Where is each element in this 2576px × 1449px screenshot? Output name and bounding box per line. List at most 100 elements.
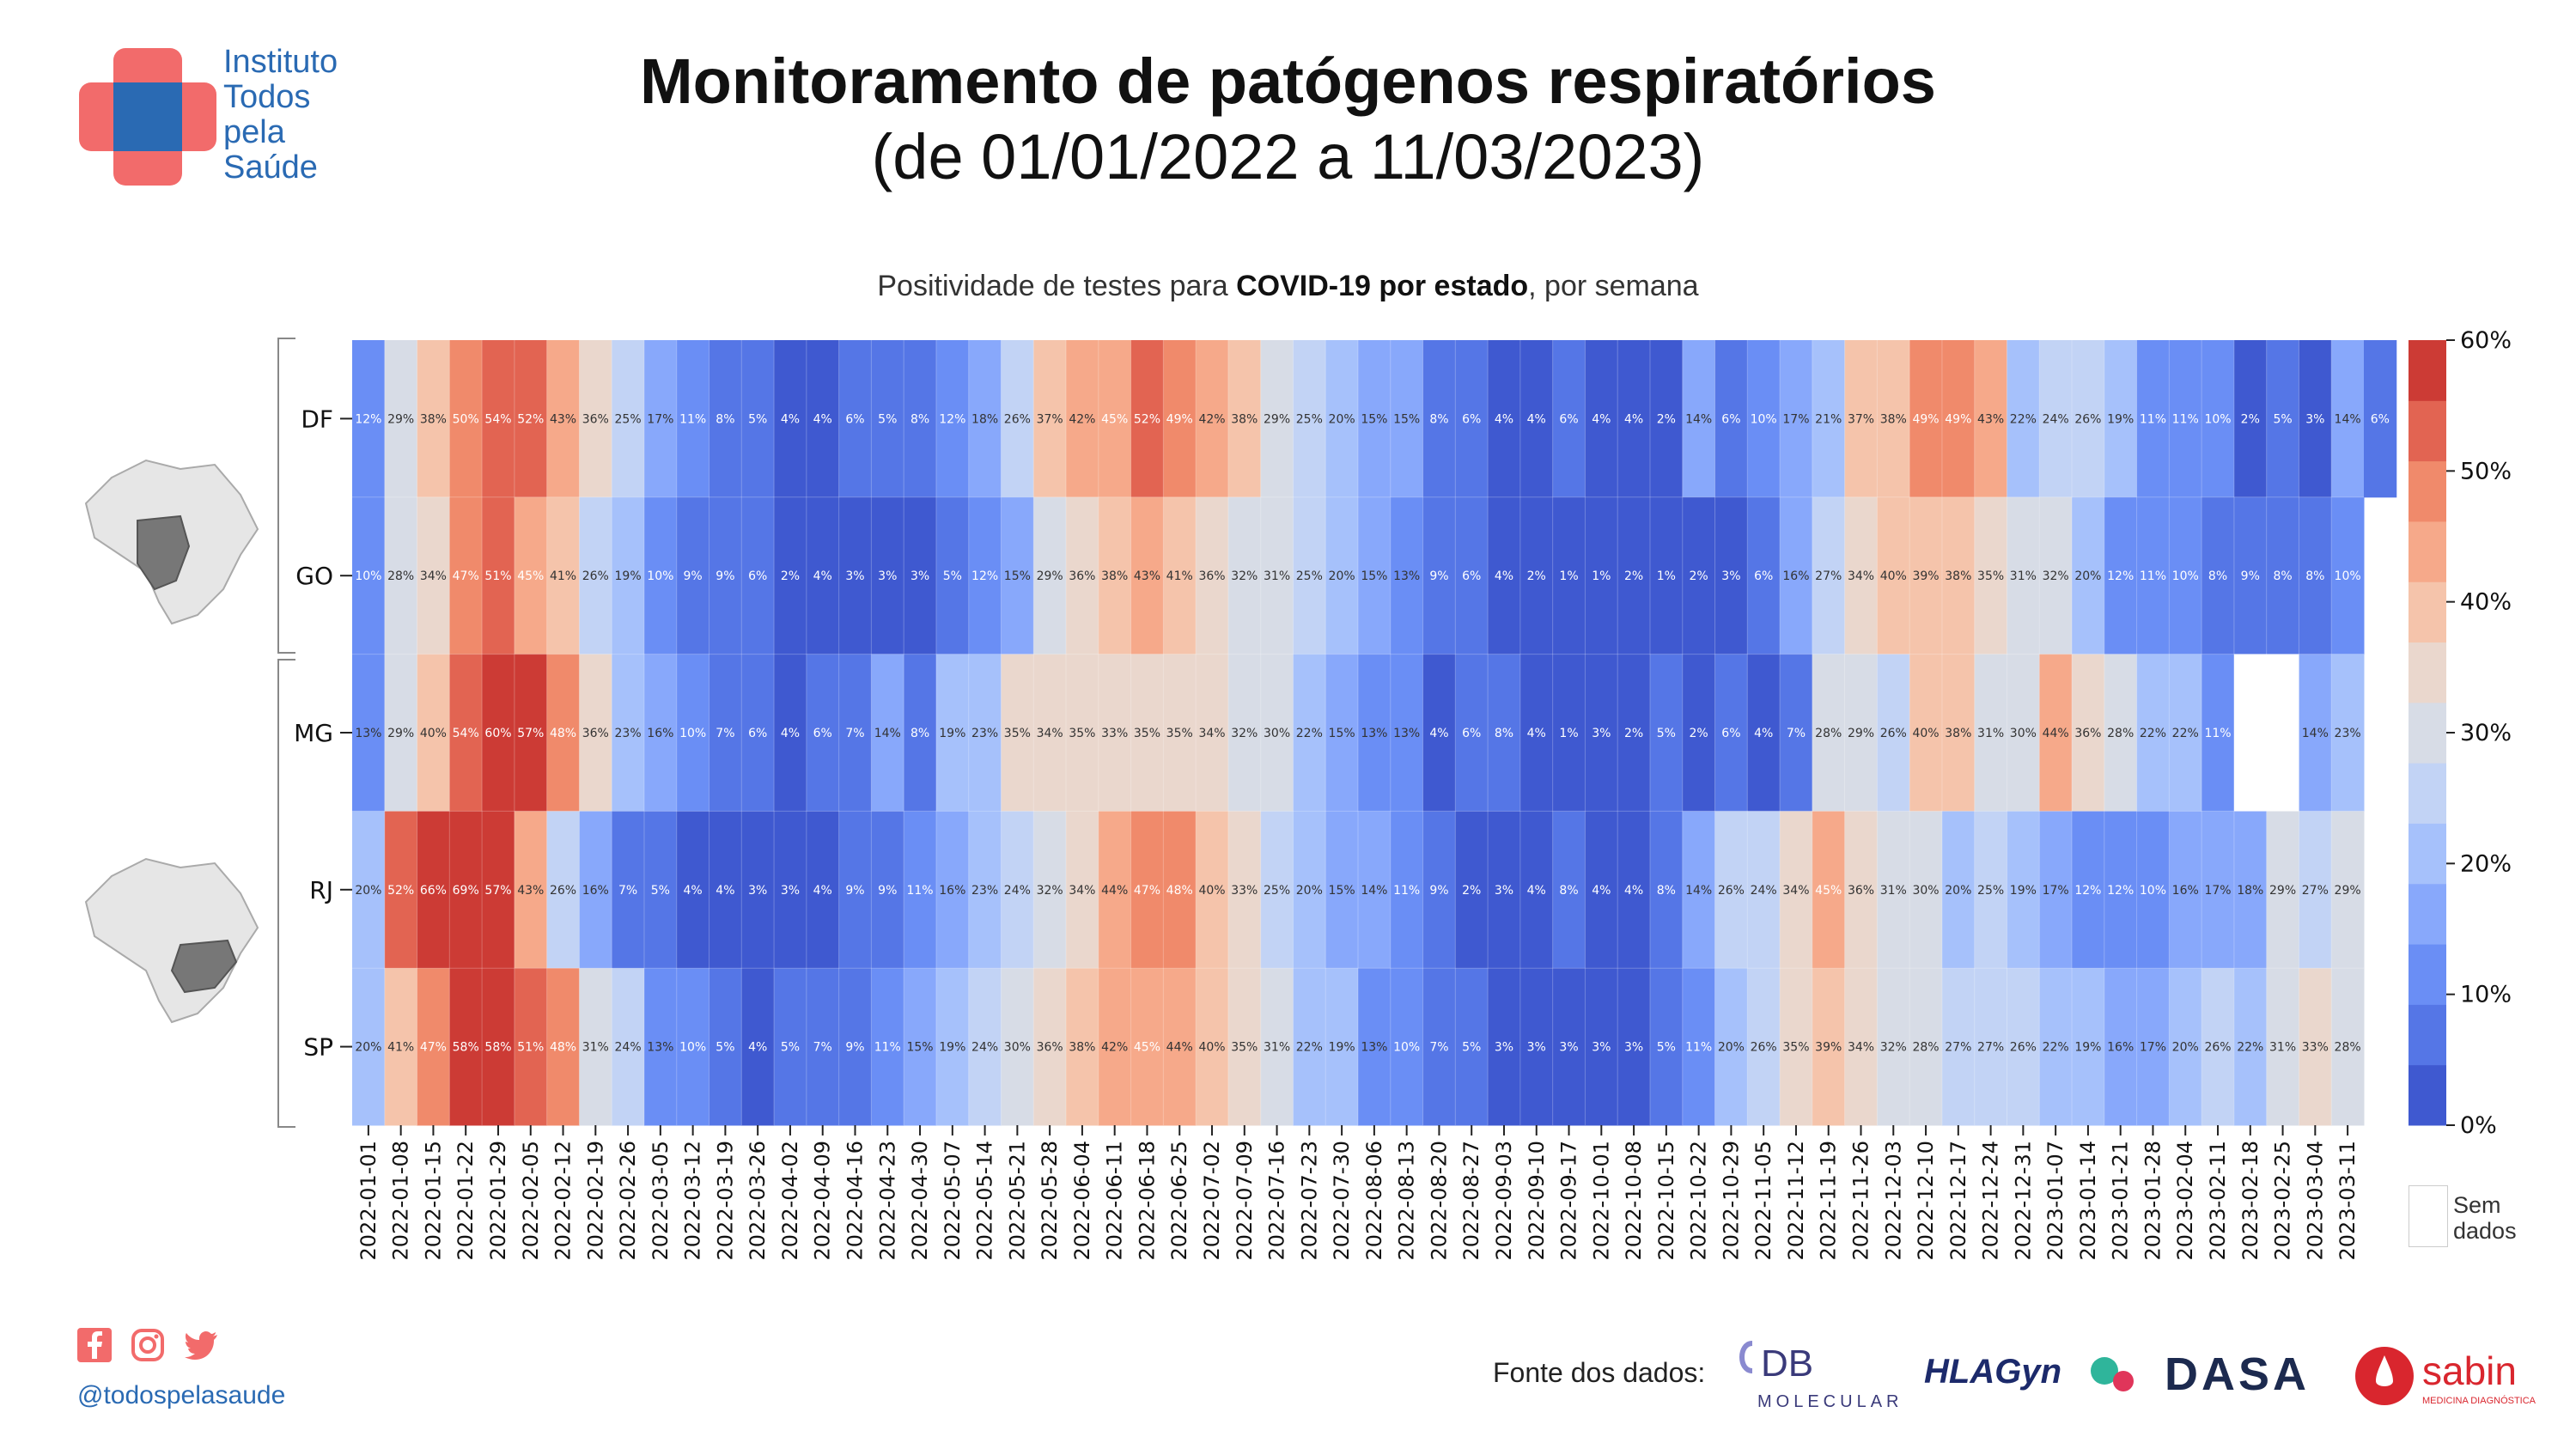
- heatmap-cell-label: 9%: [878, 884, 897, 898]
- heatmap-cell: [1585, 340, 1618, 498]
- heatmap-cell: [1260, 340, 1294, 498]
- heatmap-cell-label: 6%: [748, 569, 767, 583]
- heatmap-cell: [1196, 654, 1229, 812]
- twitter-icon[interactable]: [184, 1328, 219, 1362]
- heatmap-cell-label: 57%: [517, 727, 544, 740]
- heatmap-cell-label: 11%: [2204, 727, 2231, 740]
- heatmap-cell-label: 52%: [387, 884, 414, 898]
- heatmap-cell-label: 42%: [1069, 412, 1095, 426]
- heatmap-cell: [612, 968, 645, 1126]
- heatmap-cell-label: 5%: [651, 884, 670, 898]
- heatmap-cell: [1488, 340, 1521, 498]
- heatmap-cell: [1585, 968, 1618, 1126]
- x-axis-label: 2022-07-02: [1200, 1141, 1224, 1260]
- heatmap-cell-label: 6%: [1462, 569, 1481, 583]
- heatmap-cell-label: 16%: [939, 884, 965, 898]
- heatmap-cell: [935, 968, 970, 1126]
- heatmap-cell-label: 3%: [1559, 1041, 1578, 1055]
- heatmap-cell-label: 12%: [2107, 569, 2134, 583]
- heatmap-cell-label: 43%: [1134, 569, 1160, 583]
- bracket-group-1: [277, 338, 295, 654]
- heatmap-cell-label: 20%: [1296, 884, 1323, 898]
- heatmap-cell-label: 41%: [1166, 569, 1193, 583]
- colorbar-label: 50%: [2460, 458, 2512, 484]
- heatmap-cell: [2104, 968, 2138, 1126]
- social-handle[interactable]: @todospelasaude: [77, 1381, 286, 1409]
- heatmap-cell: [2331, 968, 2365, 1126]
- colorbar-label: 30%: [2460, 720, 2512, 746]
- heatmap-cell: [1130, 968, 1164, 1126]
- heatmap-cell-label: 22%: [1296, 727, 1323, 740]
- heatmap-cell: [1812, 496, 1846, 655]
- heatmap-cell: [449, 968, 483, 1126]
- heatmap-cell: [1455, 968, 1489, 1126]
- heatmap-cell: [1098, 811, 1132, 969]
- heatmap-cell-label: 10%: [2172, 569, 2199, 583]
- colorbar-segment: [2409, 823, 2446, 885]
- heatmap-cell-label: 29%: [2269, 884, 2296, 898]
- heatmap-cell-label: 26%: [582, 569, 609, 583]
- heatmap-cell: [1617, 654, 1651, 812]
- heatmap-cell: [1066, 811, 1099, 969]
- heatmap-cell: [871, 340, 904, 498]
- heatmap-cell: [1649, 968, 1684, 1126]
- heatmap-cell-label: 13%: [355, 727, 381, 740]
- heatmap-cell: [579, 496, 612, 655]
- bracket-group-2: [277, 659, 295, 1128]
- heatmap-cell: [579, 968, 612, 1126]
- heatmap-cell: [1519, 496, 1554, 655]
- heatmap-cell: [1714, 811, 1748, 969]
- heatmap-cell: [904, 968, 937, 1126]
- facebook-icon[interactable]: [77, 1328, 112, 1362]
- colorbar-label: 60%: [2460, 327, 2512, 354]
- heatmap-cell-label: 22%: [2237, 1041, 2263, 1055]
- heatmap-cell-label: 23%: [615, 727, 642, 740]
- heatmap-cell: [643, 811, 678, 969]
- page-title: Monitoramento de patógenos respiratórios: [640, 46, 1936, 117]
- heatmap-cell-label: 6%: [1721, 727, 1740, 740]
- heatmap-cell-label: 28%: [1815, 727, 1842, 740]
- heatmap-cell: [871, 654, 904, 812]
- x-axis-label: 2022-07-23: [1297, 1141, 1321, 1260]
- x-axis-label: 2022-01-29: [486, 1141, 510, 1260]
- heatmap-cell: [1941, 968, 1976, 1126]
- heatmap-cell-label: 3%: [1592, 727, 1611, 740]
- heatmap-cell-label: 7%: [1787, 727, 1806, 740]
- heatmap-cell: [1552, 654, 1586, 812]
- heatmap-cell-label: 25%: [615, 412, 642, 426]
- chart-subtitle-prefix: Positividade de testes para: [877, 270, 1237, 302]
- heatmap-cell: [1130, 496, 1164, 655]
- heatmap-cell: [2266, 968, 2299, 1126]
- heatmap-cell-label: 34%: [1198, 727, 1225, 740]
- heatmap-cell: [514, 496, 548, 655]
- heatmap-cell: [1812, 811, 1846, 969]
- x-axis-label: 2022-08-20: [1427, 1141, 1451, 1260]
- heatmap-cell-label: 58%: [453, 1041, 479, 1055]
- x-axis-label: 2023-03-11: [2335, 1141, 2360, 1260]
- heatmap-cell: [838, 496, 872, 655]
- heatmap-cell: [1552, 968, 1586, 1126]
- heatmap-cell: [1227, 496, 1262, 655]
- x-axis-label: 2022-11-19: [1817, 1141, 1841, 1260]
- heatmap-cell: [1877, 654, 1910, 812]
- heatmap-cell-label: 7%: [618, 884, 637, 898]
- heatmap-cell-label: 9%: [845, 1041, 864, 1055]
- heatmap-cell: [2007, 968, 2040, 1126]
- heatmap-cell-label: 16%: [647, 727, 673, 740]
- heatmap-cell: [806, 496, 840, 655]
- heatmap-cell-label: 16%: [2107, 1041, 2134, 1055]
- instagram-icon[interactable]: [131, 1328, 165, 1362]
- heatmap-cell: [579, 654, 612, 812]
- sabin-logo-subtext: MEDICINA DIAGNÓSTICA: [2422, 1395, 2536, 1406]
- heatmap-cell: [1033, 340, 1067, 498]
- heatmap-cell: [968, 340, 1002, 498]
- heatmap-cell: [482, 496, 515, 655]
- heatmap-cell: [1358, 968, 1392, 1126]
- heatmap-cell-label: 5%: [1462, 1041, 1481, 1055]
- hlagyn-logo: HLAGyn: [1924, 1353, 2134, 1391]
- x-axis-label: 2022-05-21: [1005, 1141, 1029, 1260]
- colorbar-segment: [2409, 642, 2446, 703]
- heatmap-cell-label: 47%: [453, 569, 479, 583]
- heatmap-cell: [1066, 496, 1099, 655]
- heatmap-cell: [2104, 340, 2138, 498]
